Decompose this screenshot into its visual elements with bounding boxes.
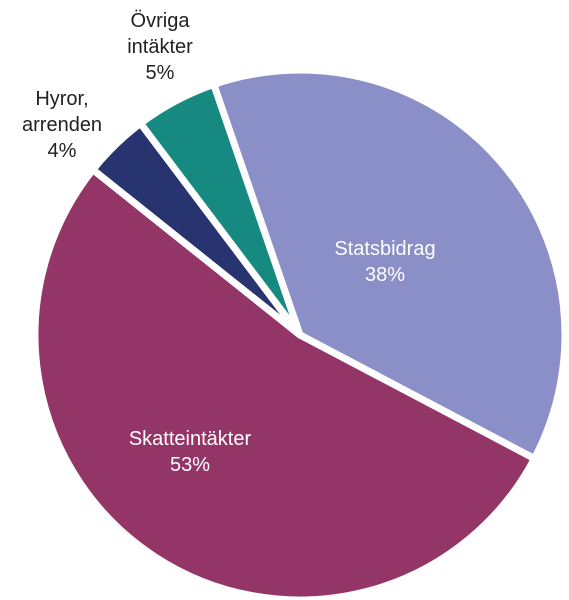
pie-slice — [137, 80, 304, 339]
slice-label: Skatteintäkter — [128, 428, 252, 450]
slice-value-label: 38% — [364, 264, 406, 286]
slice-value-label: 4% — [47, 140, 77, 162]
slice-label: Övriga intäkter — [127, 10, 193, 58]
pie-slice — [210, 66, 569, 463]
pie-slice — [31, 166, 538, 600]
slice-label: Hyror, arrenden — [22, 88, 103, 136]
slice-value-label: 5% — [145, 62, 175, 84]
slice-value-label: 53% — [169, 454, 211, 476]
slice-label: Statsbidrag — [334, 238, 436, 260]
